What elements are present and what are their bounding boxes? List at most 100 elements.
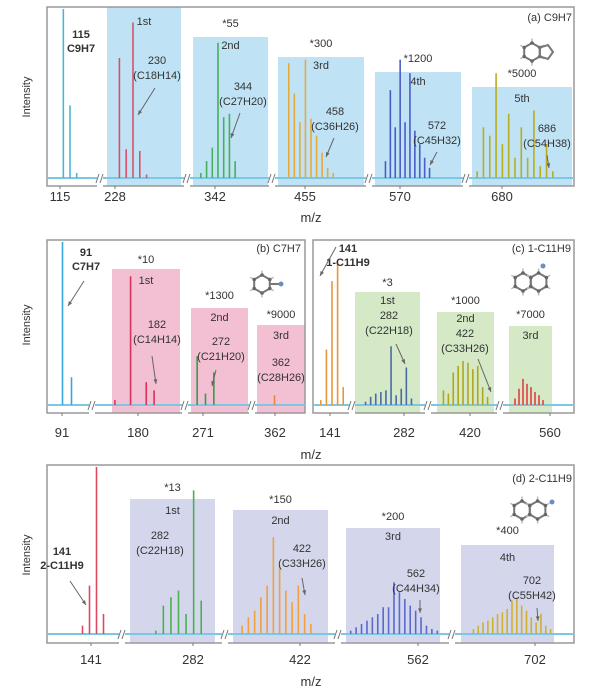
order-label: 5th [514,93,529,105]
axis-break-mark [220,629,225,640]
atom [512,512,517,517]
scale-multiplier: *300 [310,38,333,50]
ring [529,271,548,293]
scale-multiplier: *400 [496,525,519,537]
panel-b: 91 180 *10 1st 182 (C14H14) 271 *1300 2nd 272 (C21… [21,239,321,462]
axis-break-mark [368,173,373,184]
axis-break-mark [99,173,104,184]
parent-ion-mass: 141 [53,546,71,558]
peak-formula-label: (C18H14) [133,70,181,82]
axis-break-mark [451,629,456,640]
axis-break-mark [91,400,96,411]
order-label: 4th [500,552,515,564]
peak-mass-label: 686 [538,123,556,135]
parent-ion-arrow-head [320,271,324,276]
annotation-arrow-head [138,110,143,115]
axis-break-mark [337,629,342,640]
x-axis-label: m/z [301,674,322,689]
peak-formula-label: (C21H20) [197,351,245,363]
peak-formula-label: (C14H14) [133,334,181,346]
order-box [355,292,420,413]
axis-break-mark [180,400,185,411]
atom [549,499,555,505]
scale-multiplier: *55 [222,18,239,30]
y-axis-label: Intensity [21,76,33,117]
axis-break-gap [425,401,431,415]
scale-multiplier: *200 [382,511,405,523]
parent-ion-arrow-head [81,600,86,605]
annotation-arrow-head [230,133,235,138]
peak-mass-label: 702 [523,575,541,587]
atom [536,289,541,293]
peak-mass-label: 362 [272,357,290,369]
axis-break-gap [269,174,275,188]
atom [512,503,517,508]
axis-break-mark [247,400,252,411]
x-tick-label: 420 [459,425,481,440]
panel-a: 115 228 1st 230 (C18H14) 342 *55 2nd 344 (C27H20)… [21,6,575,225]
atom [543,512,548,517]
axis-break-gap [249,401,255,415]
atom [520,517,524,521]
atom [530,59,534,63]
annotation-arrow-head [401,359,405,364]
scale-multiplier: *9000 [267,309,296,321]
axis-break-gap [182,401,188,415]
parent-ion-arrow-head [68,301,73,306]
peak-mass-label: 422 [456,328,474,340]
axis-break-mark [87,400,92,411]
atom [267,277,272,282]
atom [528,512,532,517]
axis-break-mark [465,173,470,184]
parent-ion-formula: C7H7 [72,261,100,273]
x-tick-label: 228 [104,189,126,204]
axis-break-gap [497,401,503,415]
order-label: 3rd [385,531,401,543]
y-axis-label: Intensity [21,534,33,575]
order-label: 3rd [523,330,539,342]
axis-break-gap [97,174,103,188]
molecule-structure-icon [249,270,284,298]
x-tick-label: 180 [127,425,149,440]
x-tick-label: 702 [524,652,546,667]
ring [528,499,547,521]
atom [543,503,548,508]
plot-frame [312,239,575,414]
parent-ion-mass: 115 [72,29,90,41]
scale-multiplier: *7000 [516,309,545,321]
parent-ion-formula: 1-C11H9 [326,257,369,269]
ring [253,273,271,295]
peak-mass-label: 458 [326,106,344,118]
x-tick-label: 141 [319,425,341,440]
panel-letter: (c) [512,243,525,255]
parent-ion-mass: 91 [80,247,92,259]
axis-break-mark [184,400,189,411]
axis-break-mark [267,173,272,184]
scale-multiplier: *1300 [205,290,234,302]
axis-break-mark [461,173,466,184]
panel-title: (d) 2-C11H9 [512,473,572,485]
scale-multiplier: *1000 [451,295,480,307]
plot-frame [46,464,575,644]
order-label: 1st [380,295,395,307]
peak-formula-label: (C33H26) [278,558,326,570]
annotation-arrow [151,355,157,385]
panel-d: 141 282 *13 1st 282 (C22H18) 422 *150 2nd 422 (C33… [21,464,575,689]
atom [544,275,549,280]
order-box [233,510,328,643]
molecule-structure-icon [509,496,555,524]
annotation-arrow-head [302,590,307,595]
axis-break-gap [366,174,372,188]
axis-break-mark [224,629,229,640]
order-label: 2nd [210,312,228,324]
axis-break-mark [121,629,126,640]
order-label: 2nd [221,40,239,52]
order-box [257,325,305,413]
peak-mass-label: 230 [148,55,166,67]
order-box [278,57,364,186]
axis-break-gap [463,174,469,188]
x-tick-label: 91 [55,425,69,440]
x-tick-label: 342 [204,189,226,204]
annotation-arrow-head [535,616,540,621]
panel-title: (a) C9H7 [527,12,572,24]
